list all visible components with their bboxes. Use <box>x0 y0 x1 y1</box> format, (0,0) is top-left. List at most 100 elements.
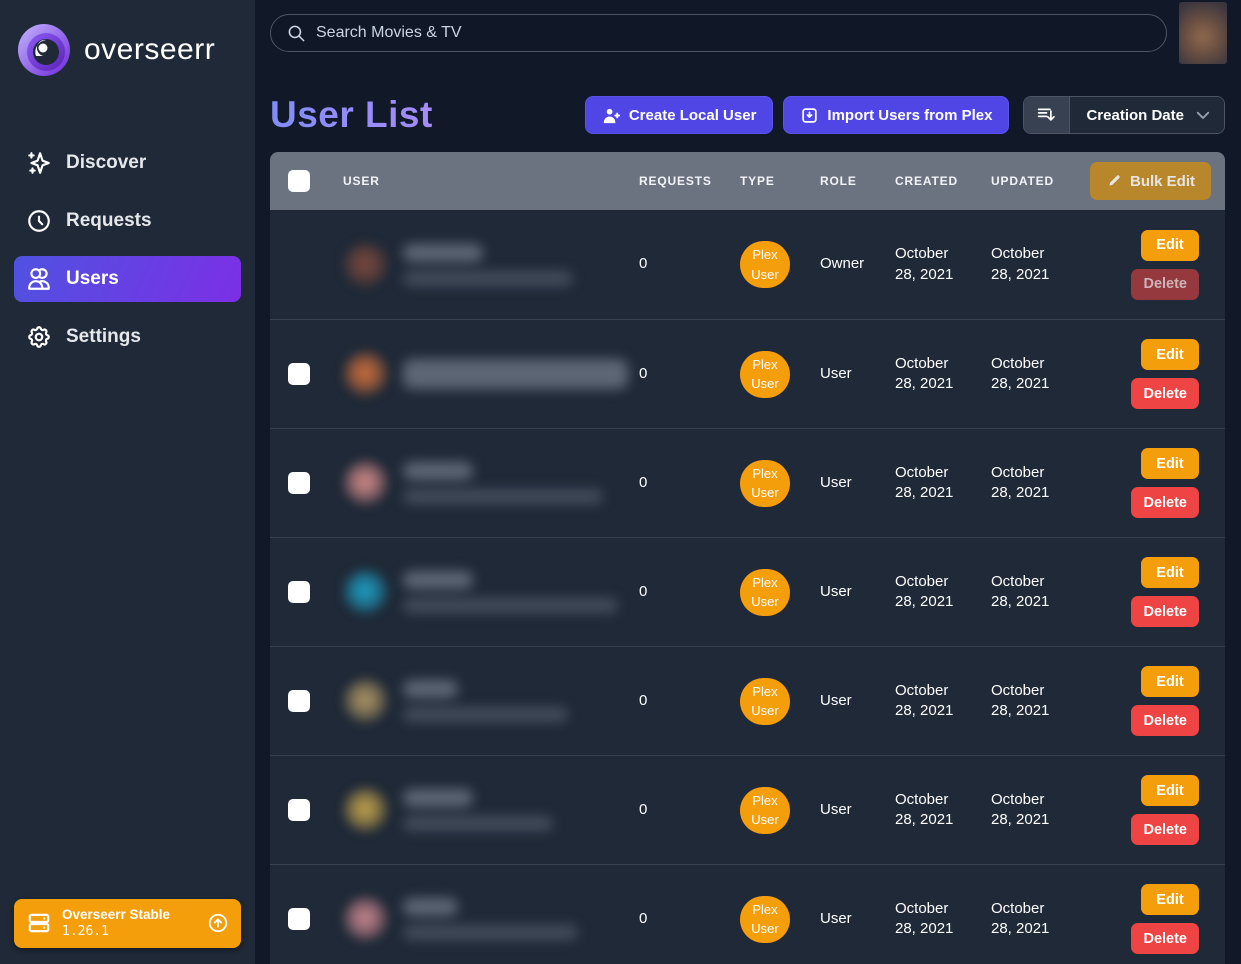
row-checkbox[interactable] <box>288 690 310 712</box>
user-identity[interactable] <box>343 351 628 397</box>
sidebar-item-requests[interactable]: Requests <box>14 198 241 244</box>
search-input[interactable] <box>316 24 1150 42</box>
delete-button[interactable]: Delete <box>1131 596 1199 627</box>
user-identity[interactable] <box>343 569 625 615</box>
table-row: 0 Plex User User October 28, 2021 October 28… <box>270 864 1225 964</box>
row-checkbox[interactable] <box>288 363 310 385</box>
user-type-badge: Plex User <box>740 241 790 288</box>
created-date: October 28, 2021 <box>895 245 954 283</box>
sidebar-item-settings[interactable]: Settings <box>14 314 241 360</box>
redacted-display-name <box>403 462 473 480</box>
edit-button[interactable]: Edit <box>1141 339 1199 370</box>
user-type-badge: Plex User <box>740 568 790 616</box>
user-role: User <box>820 691 852 709</box>
user-type-badge: Plex User <box>740 786 790 834</box>
import-users-from-plex-button[interactable]: Import Users from Plex <box>783 96 1010 134</box>
title-actions: Create Local User Import Users from Plex… <box>584 96 1225 134</box>
updated-date: October 28, 2021 <box>991 899 1050 937</box>
pencil-icon <box>1109 175 1120 186</box>
avatar <box>343 896 389 942</box>
column-header-role: ROLE <box>820 174 857 188</box>
redacted-email <box>403 816 553 831</box>
user-identity[interactable] <box>343 787 625 833</box>
sidebar-item-users[interactable]: Users <box>14 256 241 302</box>
created-date: October 28, 2021 <box>895 463 954 501</box>
updated-date: October 28, 2021 <box>991 245 1050 283</box>
edit-button[interactable]: Edit <box>1141 884 1199 915</box>
redacted-display-name <box>403 680 458 698</box>
user-identity[interactable] <box>343 460 625 506</box>
delete-button[interactable]: Delete <box>1131 378 1199 409</box>
edit-button[interactable]: Edit <box>1141 448 1199 479</box>
row-checkbox[interactable] <box>288 908 310 930</box>
avatar <box>343 678 389 724</box>
gear-icon <box>28 326 50 348</box>
delete-button[interactable]: Delete <box>1131 923 1199 954</box>
import-download-icon <box>802 107 818 123</box>
create-local-user-button[interactable]: Create Local User <box>584 96 774 134</box>
edit-button[interactable]: Edit <box>1141 229 1199 261</box>
created-date: October 28, 2021 <box>895 899 954 937</box>
version-badge[interactable]: Overseerr Stable 1.26.1 <box>14 898 241 948</box>
row-checkbox[interactable] <box>288 799 310 821</box>
user-role: User <box>820 582 852 600</box>
edit-button[interactable]: Edit <box>1141 666 1199 697</box>
select-all-checkbox[interactable] <box>288 170 310 192</box>
table-row: 0 Plex User User October 28, 2021 October 28… <box>270 319 1225 428</box>
row-checkbox[interactable] <box>288 472 310 494</box>
avatar <box>343 460 389 506</box>
user-avatar[interactable] <box>1179 2 1227 64</box>
sort-descending-icon <box>1038 108 1056 121</box>
avatar <box>343 241 389 288</box>
release-channel: Overseerr Stable <box>62 906 171 922</box>
user-table-body: 0 Plex User Owner October 28, 2021 October 2… <box>270 210 1225 964</box>
server-icon <box>28 914 50 933</box>
edit-button[interactable]: Edit <box>1141 557 1199 588</box>
requests-count: 0 <box>639 691 648 709</box>
overseerr-logo-icon <box>18 24 70 76</box>
redacted-display-name <box>403 359 628 389</box>
user-type-badge: Plex User <box>740 459 790 507</box>
delete-button[interactable]: Delete <box>1131 705 1199 736</box>
sort-direction-button[interactable] <box>1024 97 1071 133</box>
user-identity[interactable] <box>343 241 625 288</box>
row-checkbox[interactable] <box>288 581 310 603</box>
redacted-display-name <box>403 243 483 262</box>
table-row: 0 Plex User User October 28, 2021 October 28… <box>270 646 1225 755</box>
user-identity[interactable] <box>343 678 625 724</box>
table-row: 0 Plex User User October 28, 2021 October 28… <box>270 428 1225 537</box>
redacted-display-name <box>403 898 458 916</box>
delete-button[interactable]: Delete <box>1131 487 1199 518</box>
table-header-row: USER REQUESTS TYPE ROLE CREATED UPDATED … <box>270 152 1225 210</box>
column-header-type: TYPE <box>740 174 775 188</box>
user-type-badge: Plex User <box>740 895 790 943</box>
import-users-label: Import Users from Plex <box>827 106 993 124</box>
redacted-email <box>403 270 573 286</box>
updated-date: October 28, 2021 <box>991 572 1050 610</box>
users-icon <box>28 268 50 290</box>
chevron-down-icon <box>1196 111 1210 119</box>
bulk-edit-button: Bulk Edit <box>1089 162 1211 200</box>
app-title: overseerr <box>84 33 216 66</box>
updated-date: October 28, 2021 <box>991 354 1050 392</box>
edit-button[interactable]: Edit <box>1141 775 1199 806</box>
requests-count: 0 <box>639 909 648 927</box>
requests-count: 0 <box>639 364 648 382</box>
search-bar <box>270 14 1167 52</box>
sidebar-item-label: Requests <box>66 210 152 231</box>
app-logo[interactable]: overseerr <box>14 22 241 78</box>
requests-count: 0 <box>639 473 648 491</box>
delete-button: Delete <box>1131 268 1199 300</box>
sort-select[interactable]: Creation Date <box>1070 97 1224 133</box>
user-role: Owner <box>820 255 865 273</box>
avatar <box>343 351 389 397</box>
delete-button[interactable]: Delete <box>1131 814 1199 845</box>
table-row: 0 Plex User User October 28, 2021 October 28… <box>270 537 1225 646</box>
user-role: User <box>820 909 852 927</box>
user-identity[interactable] <box>343 896 625 942</box>
sort-control: Creation Date <box>1023 96 1225 134</box>
requests-count: 0 <box>639 800 648 818</box>
sidebar-item-discover[interactable]: Discover <box>14 140 241 186</box>
version-number: 1.26.1 <box>62 923 109 939</box>
page-title: User List <box>270 94 433 135</box>
